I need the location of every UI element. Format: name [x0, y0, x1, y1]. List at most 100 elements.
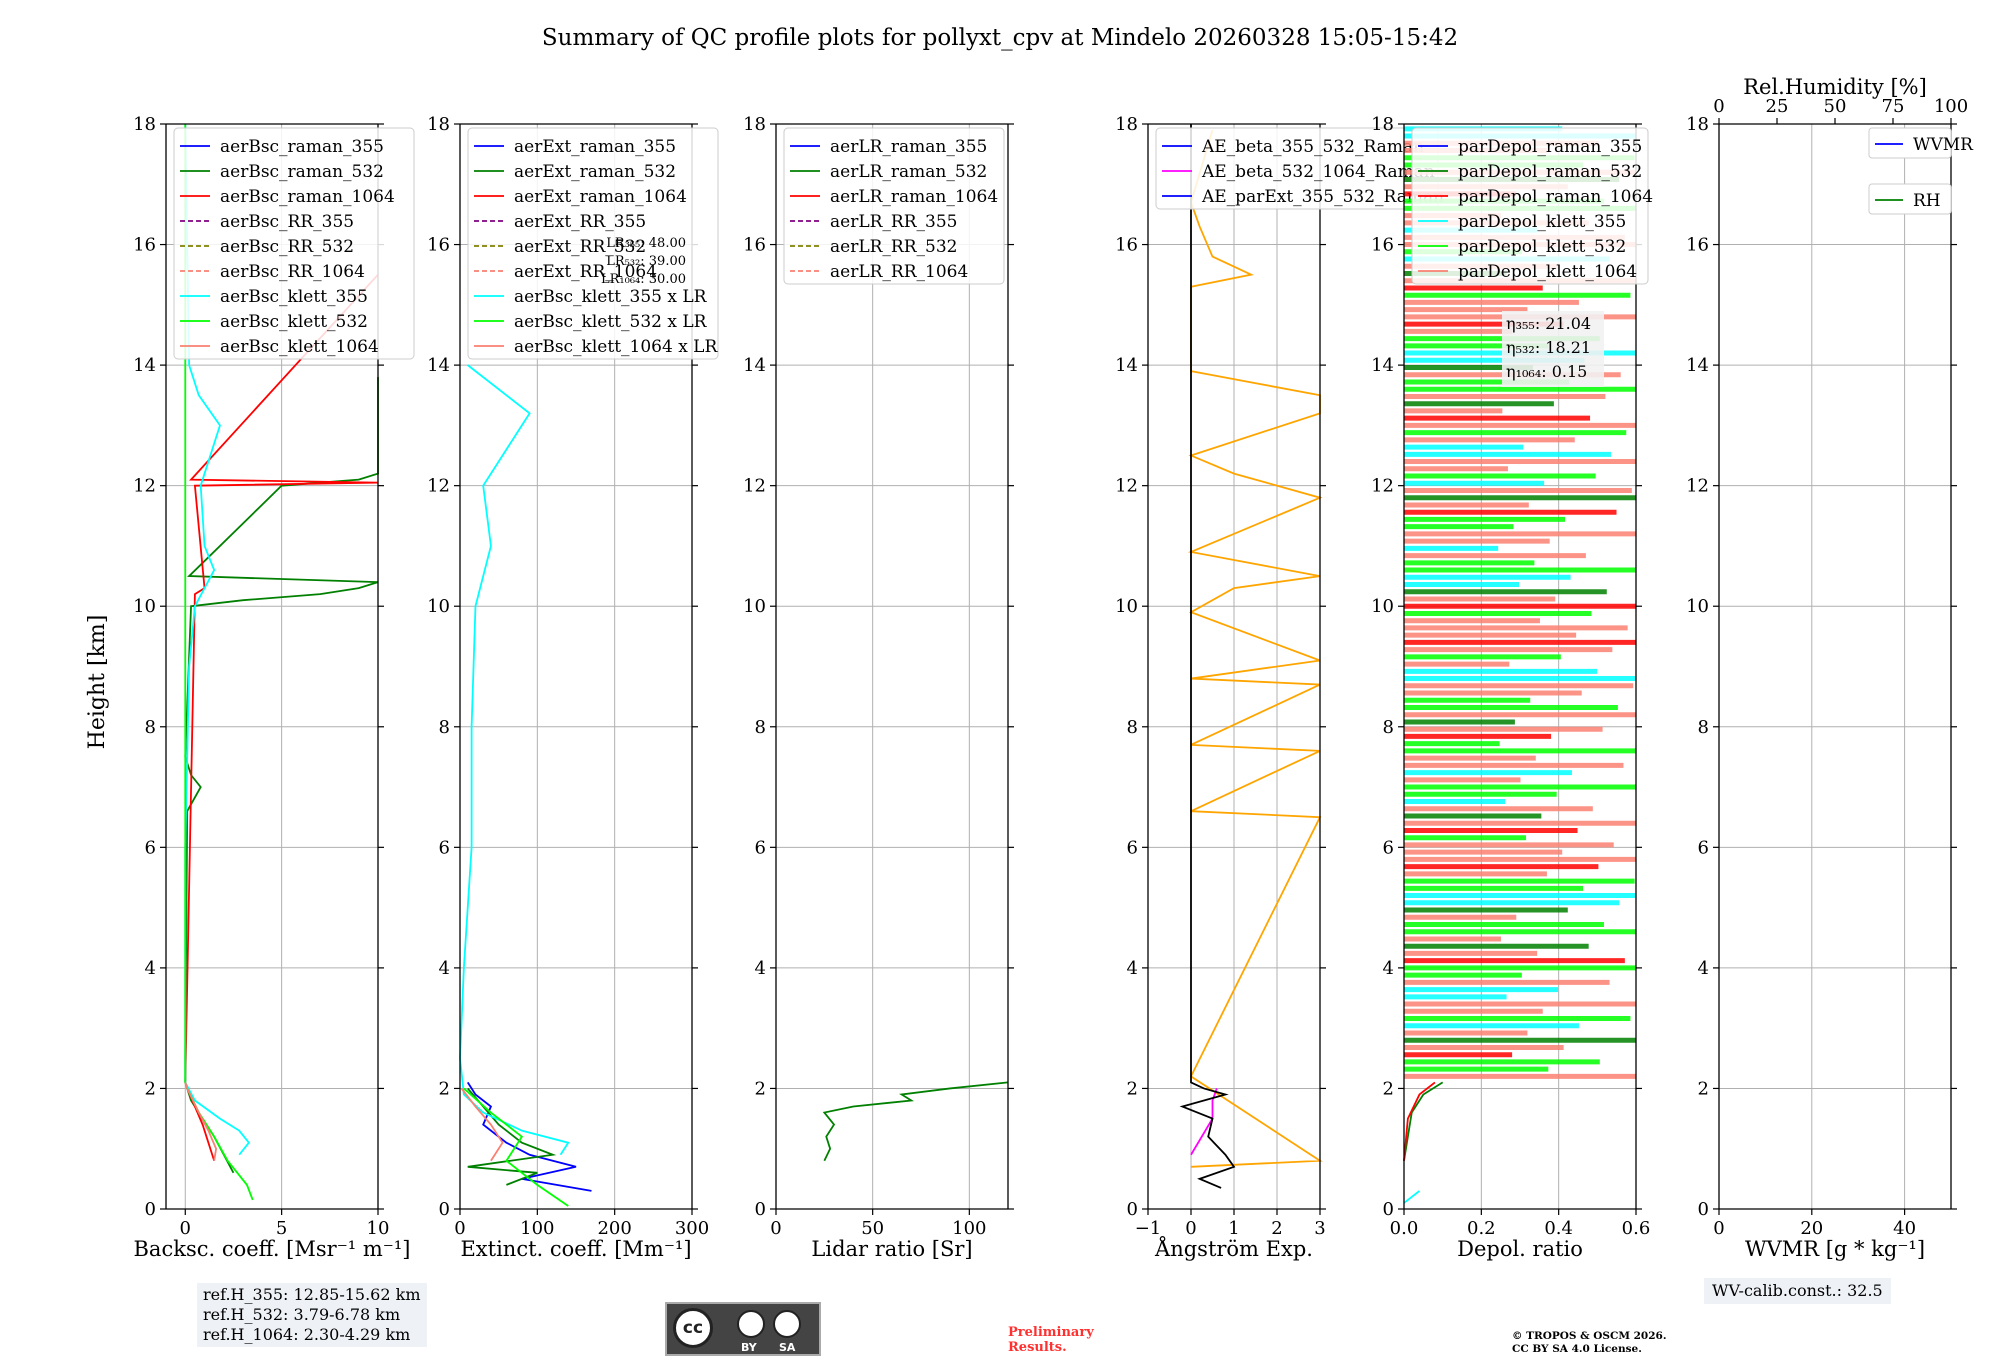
- y-tick-label: 0: [1698, 1199, 1709, 1220]
- y-tick-label: 18: [1371, 114, 1394, 135]
- top-x-tick-label: 50: [1824, 96, 1847, 117]
- y-tick-label: 18: [133, 114, 156, 135]
- x-tick-label: 0: [1185, 1218, 1196, 1239]
- y-tick-label: 12: [1115, 476, 1138, 497]
- x-tick-label: 20: [1800, 1218, 1823, 1239]
- series-aerExt_raman_355: [466, 1081, 592, 1192]
- y-tick-label: 0: [1127, 1199, 1138, 1220]
- legend-entry: RH: [1913, 191, 1941, 211]
- y-axis-label: Height [km]: [85, 615, 110, 750]
- preliminary-line-2: Results.: [1008, 1340, 1067, 1355]
- y-tick-label: 10: [133, 596, 156, 617]
- series-aerExt_raman_532: [467, 1087, 557, 1186]
- x-axis-label: Backsc. coeff. [Msr⁻¹ m⁻¹]: [134, 1237, 411, 1261]
- y-tick-label: 6: [1127, 837, 1138, 858]
- x-tick-label: 0.0: [1390, 1218, 1419, 1239]
- series-AE_parExt_355_532_Raman: [1179, 124, 1236, 1189]
- x-tick-label: 0.4: [1544, 1218, 1573, 1239]
- y-tick-label: 18: [427, 114, 450, 135]
- series-aerBsc_klett_532 x LR: [463, 1087, 569, 1207]
- series-aerBsc_klett_1064: [184, 1082, 218, 1161]
- y-tick-label: 6: [145, 837, 156, 858]
- series-AE_beta_532_1064_Raman: [1190, 1088, 1218, 1156]
- y-tick-label: 8: [145, 717, 156, 738]
- legend-box: [1411, 127, 1649, 285]
- legend-entry: parDepol_klett_532: [1458, 237, 1626, 257]
- y-tick-label: 2: [1383, 1078, 1394, 1099]
- y-tick-label: 2: [755, 1078, 766, 1099]
- legend-entry: aerLR_raman_1064: [830, 187, 998, 207]
- legend-entry: aerBsc_klett_355: [220, 287, 368, 307]
- series-parDepol_klett_355: [1403, 1190, 1421, 1204]
- legend-entry: aerBsc_klett_532 x LR: [514, 312, 708, 332]
- sa-share-icon: [773, 1310, 801, 1338]
- legend-entry: aerLR_RR_355: [830, 212, 957, 232]
- copyright-line-2: CC BY SA 4.0 License.: [1512, 1343, 1642, 1355]
- legend-box: [1868, 127, 1952, 159]
- y-tick-label: 10: [1115, 596, 1138, 617]
- top-x-tick-label: 0: [1713, 96, 1724, 117]
- y-tick-label: 18: [1115, 114, 1138, 135]
- y-tick-label: 14: [1686, 355, 1709, 376]
- y-tick-label: 4: [439, 958, 450, 979]
- y-tick-label: 2: [439, 1078, 450, 1099]
- y-tick-label: 4: [1383, 958, 1394, 979]
- eta-label: η₁₀₆₄: 0.15: [1506, 362, 1587, 381]
- y-tick-label: 12: [743, 476, 766, 497]
- y-tick-label: 8: [1383, 717, 1394, 738]
- ref-height-532: ref.H_532: 3.79-6.78 km: [203, 1305, 401, 1324]
- x-axis-label: WVMR [g * kg⁻¹]: [1745, 1237, 1925, 1261]
- legend-entry: AE_parExt_355_532_Raman: [1201, 187, 1444, 207]
- legend-entry: aerExt_RR_532: [514, 237, 646, 257]
- lr-label: LR₃₅₅: 48.00: [606, 236, 686, 251]
- x-axis-label: Depol. ratio: [1457, 1237, 1583, 1261]
- legend-entry: parDepol_raman_1064: [1458, 187, 1653, 207]
- y-tick-label: 2: [1698, 1078, 1709, 1099]
- eta-label: η₅₃₂: 18.21: [1506, 338, 1591, 357]
- x-tick-label: 0: [180, 1218, 191, 1239]
- y-tick-label: 6: [1383, 837, 1394, 858]
- cc-license-badge: cc BY SA: [665, 1302, 821, 1356]
- x-axis-label: Lidar ratio [Sr]: [811, 1237, 972, 1261]
- series-aerLR_raman_532: [822, 1081, 1009, 1162]
- y-tick-label: 14: [427, 355, 450, 376]
- legend-entry: aerBsc_RR_532: [220, 237, 354, 257]
- x-tick-label: 2: [1271, 1218, 1282, 1239]
- y-tick-label: 4: [755, 958, 766, 979]
- y-tick-label: 10: [1686, 596, 1709, 617]
- series-aerBsc_klett_355: [184, 123, 251, 1156]
- x-tick-label: 1: [1228, 1218, 1239, 1239]
- x-axis-label: Extinct. coeff. [Mm⁻¹]: [460, 1237, 691, 1261]
- y-tick-label: 4: [1698, 958, 1709, 979]
- legend-entry: aerLR_raman_532: [830, 162, 987, 182]
- y-tick-label: 14: [133, 355, 156, 376]
- top-x-tick-label: 25: [1766, 96, 1789, 117]
- y-tick-label: 12: [133, 476, 156, 497]
- reference-height-box: ref.H_355: 12.85-15.62 km ref.H_532: 3.7…: [197, 1283, 427, 1347]
- by-person-icon: [737, 1310, 765, 1338]
- x-tick-label: 10: [367, 1218, 390, 1239]
- x-tick-label: 100: [520, 1218, 554, 1239]
- y-tick-label: 10: [427, 596, 450, 617]
- sa-label: SA: [779, 1341, 796, 1354]
- x-tick-label: 200: [597, 1218, 631, 1239]
- series-aerBsc_klett_1064 x LR: [460, 1087, 504, 1162]
- y-tick-label: 0: [1383, 1199, 1394, 1220]
- y-tick-label: 4: [145, 958, 156, 979]
- ref-height-1064: ref.H_1064: 2.30-4.29 km: [203, 1325, 411, 1344]
- y-tick-label: 12: [1371, 476, 1394, 497]
- y-tick-label: 2: [145, 1078, 156, 1099]
- x-tick-label: 40: [1893, 1218, 1916, 1239]
- x-tick-label: 5: [276, 1218, 287, 1239]
- x-tick-label: 0: [770, 1218, 781, 1239]
- legend-entry: aerExt_raman_532: [514, 162, 676, 182]
- x-tick-label: 100: [952, 1218, 986, 1239]
- figure-title: Summary of QC profile plots for pollyxt_…: [542, 25, 1458, 51]
- legend-entry: parDepol_raman_355: [1458, 137, 1642, 157]
- by-label: BY: [741, 1341, 757, 1354]
- legend-entry: aerBsc_raman_1064: [220, 187, 395, 207]
